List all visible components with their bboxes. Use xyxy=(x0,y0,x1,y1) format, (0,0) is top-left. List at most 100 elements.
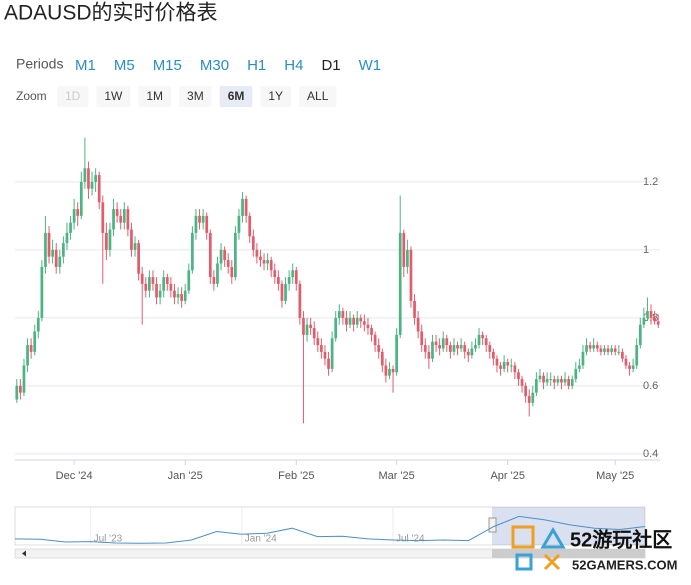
zoom-button[interactable] xyxy=(219,86,253,107)
scroll-arrow[interactable] xyxy=(22,550,26,557)
candle-body xyxy=(488,345,492,352)
candle-body xyxy=(506,362,510,366)
zoom-button-label[interactable]: 3M xyxy=(187,89,204,103)
candle-body xyxy=(180,294,183,301)
candle-body xyxy=(656,321,660,325)
candle-body xyxy=(316,338,320,346)
zoom-button-label[interactable]: 1Y xyxy=(268,89,283,103)
period-button[interactable]: M5 xyxy=(114,57,135,74)
candle-body xyxy=(266,260,269,264)
period-button[interactable]: W1 xyxy=(359,57,382,74)
period-button[interactable]: M30 xyxy=(200,57,229,74)
candle-body xyxy=(277,277,280,284)
candle-body xyxy=(581,351,585,366)
x-tick-label: Dec '24 xyxy=(56,470,93,482)
candle-body xyxy=(545,379,549,383)
candle-body xyxy=(205,215,209,233)
period-button[interactable]: H1 xyxy=(247,57,266,74)
zoom-button[interactable] xyxy=(299,86,337,107)
candle-body xyxy=(449,345,452,352)
candle-body xyxy=(334,317,338,339)
navigator-tick-label: Jul '24 xyxy=(396,534,425,545)
zoom-button-label[interactable]: ALL xyxy=(307,89,329,103)
candle-body xyxy=(51,249,54,257)
candle-body xyxy=(642,317,646,325)
zoom-button-label[interactable]: 6M xyxy=(228,89,245,103)
candle-body xyxy=(502,362,506,369)
candle-body xyxy=(320,345,323,352)
candle-body xyxy=(87,168,90,189)
candle-body xyxy=(556,379,560,383)
candle-body xyxy=(638,324,642,346)
scrollbar-thumb[interactable] xyxy=(492,549,645,558)
candle-body xyxy=(345,317,348,325)
candle-body xyxy=(137,243,140,274)
zoom-button-label[interactable]: 1M xyxy=(146,89,163,103)
candle-body xyxy=(72,209,76,223)
candle-body xyxy=(646,311,649,318)
navigator-handle[interactable] xyxy=(488,517,497,533)
candle-body xyxy=(624,358,628,366)
candle-body xyxy=(302,317,305,335)
candle-body xyxy=(90,181,94,189)
candle-body xyxy=(155,283,158,298)
candle-body xyxy=(248,215,252,237)
zoom-button[interactable] xyxy=(96,86,131,107)
candle-body xyxy=(420,331,424,346)
candle-body xyxy=(280,283,284,301)
period-button[interactable]: H4 xyxy=(284,57,303,74)
candle-body xyxy=(355,317,359,325)
zoom-button[interactable] xyxy=(179,86,212,107)
candle-body xyxy=(237,215,241,233)
period-button[interactable]: M15 xyxy=(153,57,182,74)
candle-body xyxy=(216,263,219,284)
navigator-tick-label: Jan '24 xyxy=(245,534,277,545)
period-button[interactable]: M1 xyxy=(75,57,96,74)
candle-body xyxy=(466,351,470,356)
period-button[interactable]: D1 xyxy=(321,57,340,74)
candle-body xyxy=(223,249,226,261)
y-tick-label: 0.6 xyxy=(643,380,658,392)
candle-body xyxy=(520,379,524,386)
zoom-button-label[interactable]: 1D xyxy=(65,89,81,103)
candle-body xyxy=(201,215,205,223)
candle-body xyxy=(259,256,262,261)
watermark-name: 52游玩社区 xyxy=(570,527,672,551)
candle-body xyxy=(269,260,273,271)
candle-body xyxy=(330,338,334,369)
candle-body xyxy=(588,345,592,349)
zoom-button[interactable] xyxy=(260,86,292,107)
logo-square xyxy=(511,525,535,549)
candle-body xyxy=(54,249,58,267)
candle-body xyxy=(552,379,556,383)
zoom-button[interactable] xyxy=(138,86,172,107)
candle-body xyxy=(621,351,624,359)
candle-body xyxy=(58,256,62,267)
zoom-button[interactable] xyxy=(57,86,89,107)
candle-body xyxy=(158,290,162,298)
candle-body xyxy=(187,270,191,291)
candle-body xyxy=(567,379,570,386)
navigator-tick-label: Jul '23 xyxy=(94,534,123,545)
candle-body xyxy=(456,345,459,349)
x-tick-label: May '25 xyxy=(596,470,634,482)
candle-body xyxy=(291,270,295,278)
zoom-button-label[interactable]: 1W xyxy=(104,89,123,103)
candle-body xyxy=(513,365,517,373)
candle-body xyxy=(538,375,542,380)
candle-body xyxy=(22,365,26,393)
candle-body xyxy=(441,338,445,349)
candle-body xyxy=(563,379,567,383)
candle-body xyxy=(373,334,377,346)
candle-body xyxy=(173,290,176,298)
candle-body xyxy=(337,311,341,318)
candle-body xyxy=(183,290,187,301)
candle-body xyxy=(234,232,237,278)
candle-body xyxy=(384,365,388,376)
candle-body xyxy=(474,345,477,349)
candle-body xyxy=(352,317,355,325)
candle-body xyxy=(219,249,223,264)
candle-body xyxy=(208,232,212,278)
navigator-frame xyxy=(14,506,646,546)
